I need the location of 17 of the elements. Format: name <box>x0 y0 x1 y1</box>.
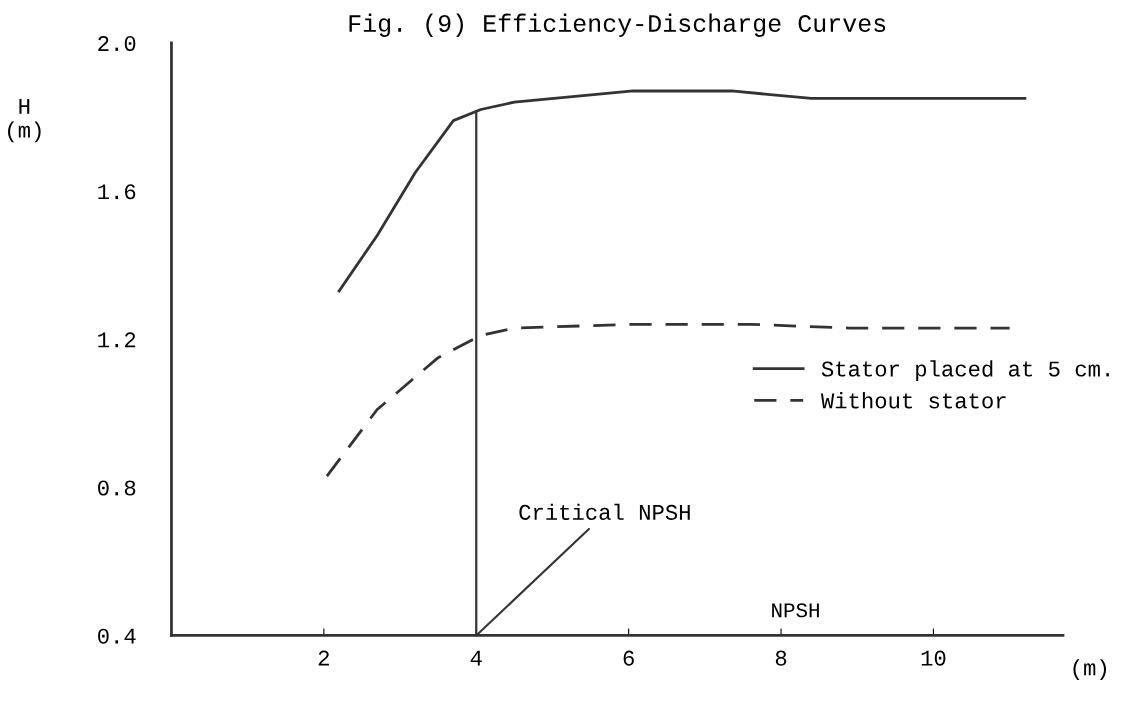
x-tick-label: 2 <box>318 650 329 666</box>
x-tick-label: 4 <box>470 650 482 666</box>
x-tick-label: 8 <box>775 650 787 666</box>
y-tick-label: 0.4 <box>98 628 136 644</box>
y-tick-label: 1.2 <box>98 332 136 348</box>
y-tick-label: 0.8 <box>98 480 136 496</box>
legend-label: Stator placed at 5 cm. <box>821 360 1109 381</box>
chart-title: Fig. (9) Efficiency-Discharge Curves <box>349 13 886 37</box>
annotation: Critical NPSH <box>519 503 690 520</box>
legend-label: Without stator <box>820 392 1006 409</box>
x-tick-label: 6 <box>623 650 634 666</box>
y-axis-title: H (m) <box>8 99 41 143</box>
x-tick-label: 10 <box>921 650 946 666</box>
y-tick-label: 1.6 <box>98 184 136 200</box>
annotation: NPSH <box>772 603 819 618</box>
y-tick-label: 2.0 <box>98 36 136 52</box>
x-axis-title: (m) <box>1073 659 1107 680</box>
